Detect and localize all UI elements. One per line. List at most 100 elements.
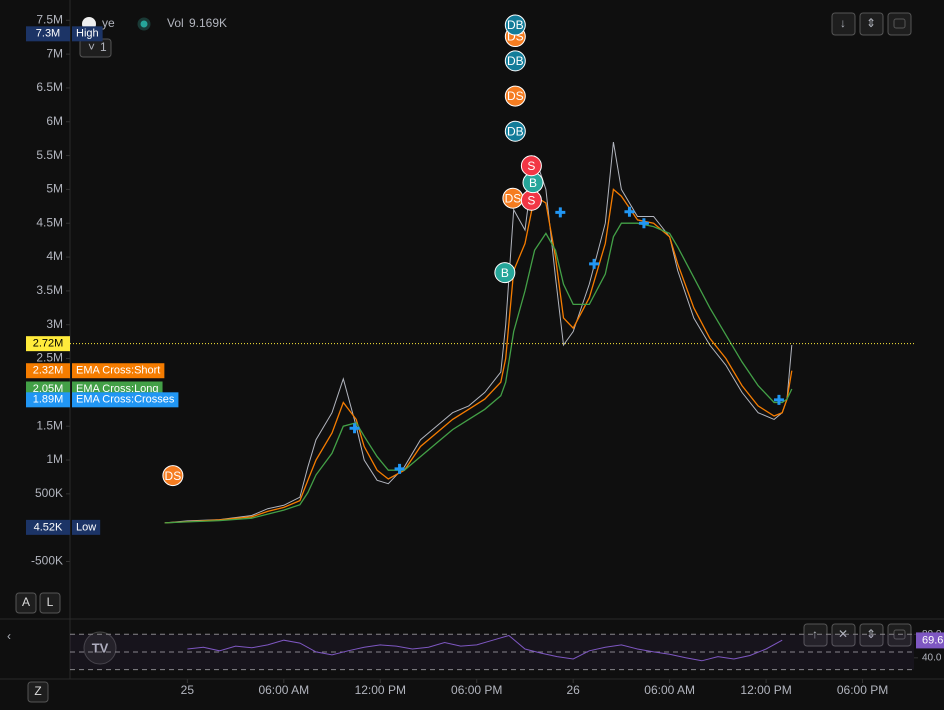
price-line [164,142,793,524]
price-tag-label: 2.32M [33,365,64,377]
signal-marker [504,120,526,142]
signal-label: B [529,176,537,190]
signal-marker [504,50,526,72]
price-tag-box [72,392,179,408]
y-tick-label: 6.5M [36,80,63,94]
x-tick-label: 06:00 PM [837,683,888,697]
symbol: ye [102,16,115,30]
x-tick-label: 06:00 AM [258,683,309,697]
signal-marker [504,85,526,107]
price-tag-label: 1.89M [33,394,64,406]
price-tag [26,336,70,352]
price-tag-text: EMA Cross:Short [76,365,160,377]
signal-label: B [501,266,509,280]
cross-marker [638,218,649,229]
cross-marker [773,394,784,405]
signal-label: DS [505,191,522,205]
svg-text:↓: ↓ [840,16,846,30]
collapse-button[interactable]: ⇕ [859,12,884,36]
y-tick-label: 7.5M [36,12,63,26]
x-tick-label: 12:00 PM [740,683,791,697]
signal-marker [494,262,516,284]
y-tick-label: 1M [46,452,63,466]
price-tag-text: Low [76,521,96,533]
ema-line [164,222,793,524]
logo[interactable]: TV [83,631,117,665]
y-tick-label: 3.5M [36,283,63,297]
y-tick-label: 5.5M [36,148,63,162]
price-tag-label: 2.05M [33,383,64,395]
signal-marker [520,155,542,177]
signal-label: S [527,159,535,173]
x-tick-label: 26 [567,683,581,697]
price-tag-label: 4.52K [34,521,63,533]
price-tag-label: 2.72M [33,338,64,350]
cross-marker [624,206,635,217]
scroll-down-button[interactable]: ↓ [831,12,856,36]
signal-label: S [527,193,535,207]
price-tag [26,26,70,42]
x-tick-label: 25 [181,683,195,697]
signal-marker [504,14,526,36]
y-tick-label: 5M [46,182,63,196]
y-tick-label: 6M [46,114,63,128]
cross-marker [394,463,405,474]
button-box [15,592,37,614]
y-tick-label: 3M [46,317,63,331]
button-label: Z [34,684,41,698]
rsi-band-fill [70,634,914,670]
scale-button[interactable]: A [15,592,37,614]
rsi-line [187,634,783,662]
rsi-close-button[interactable]: ✕ [831,623,856,647]
signal-label: DB [507,54,524,68]
price-tag-box [72,26,103,42]
button-label: L [47,595,54,609]
x-tick-label: 06:00 PM [451,683,502,697]
x-tick-label: 06:00 AM [644,683,695,697]
button-label: A [22,595,30,609]
price-tag [26,519,70,535]
signal-label: DS [507,89,524,103]
volume-label: Vol [167,16,184,30]
rsi-tag-label: 69.6 [922,634,943,646]
x-tick-label: 12:00 PM [355,683,406,697]
price-tag-text: EMA Cross:Long [76,383,159,395]
cross-marker [349,423,360,434]
y-tick-label: 2.5M [36,351,63,365]
rsi-up-button[interactable]: ↑ [803,623,828,647]
price-tag-box [72,519,101,535]
y-tick-label: 4M [46,249,63,263]
signal-label: DB [507,18,524,32]
cross-marker [555,207,566,218]
signal-marker [162,465,184,487]
price-tag-label: 7.3M [36,28,60,40]
price-tag [26,363,70,379]
svg-text:˅: ˅ [88,40,95,54]
svg-text:⇕: ⇕ [866,16,876,30]
interval-button[interactable]: ˅ 1 [79,38,112,58]
y-tick-label: 500K [35,486,63,500]
signal-label: DS [165,469,182,483]
maximize-button[interactable] [887,12,912,36]
y-tick-label: -500K [31,554,63,568]
rsi-tick-label: 40.0 [922,652,942,663]
cross-marker [589,258,600,269]
price-tag-text: EMA Cross:Crosses [76,394,175,406]
y-tick-label: 4.5M [36,215,63,229]
scale-button[interactable]: L [39,592,61,614]
y-tick-label: 1.5M [36,418,63,432]
side-toggle[interactable]: ‹ [7,629,11,643]
button-box [27,681,49,703]
interval: 1 [100,40,107,54]
button-box [39,592,61,614]
price-tag [26,392,70,408]
scale-button[interactable]: Z [27,681,49,703]
price-tag-text: High [76,28,99,40]
rsi-maximize-button[interactable] [887,623,912,647]
svg-text:↑: ↑ [812,627,818,641]
volume: 9.169K [189,16,227,30]
volume-icon [137,17,151,31]
signal-label: DB [507,124,524,138]
